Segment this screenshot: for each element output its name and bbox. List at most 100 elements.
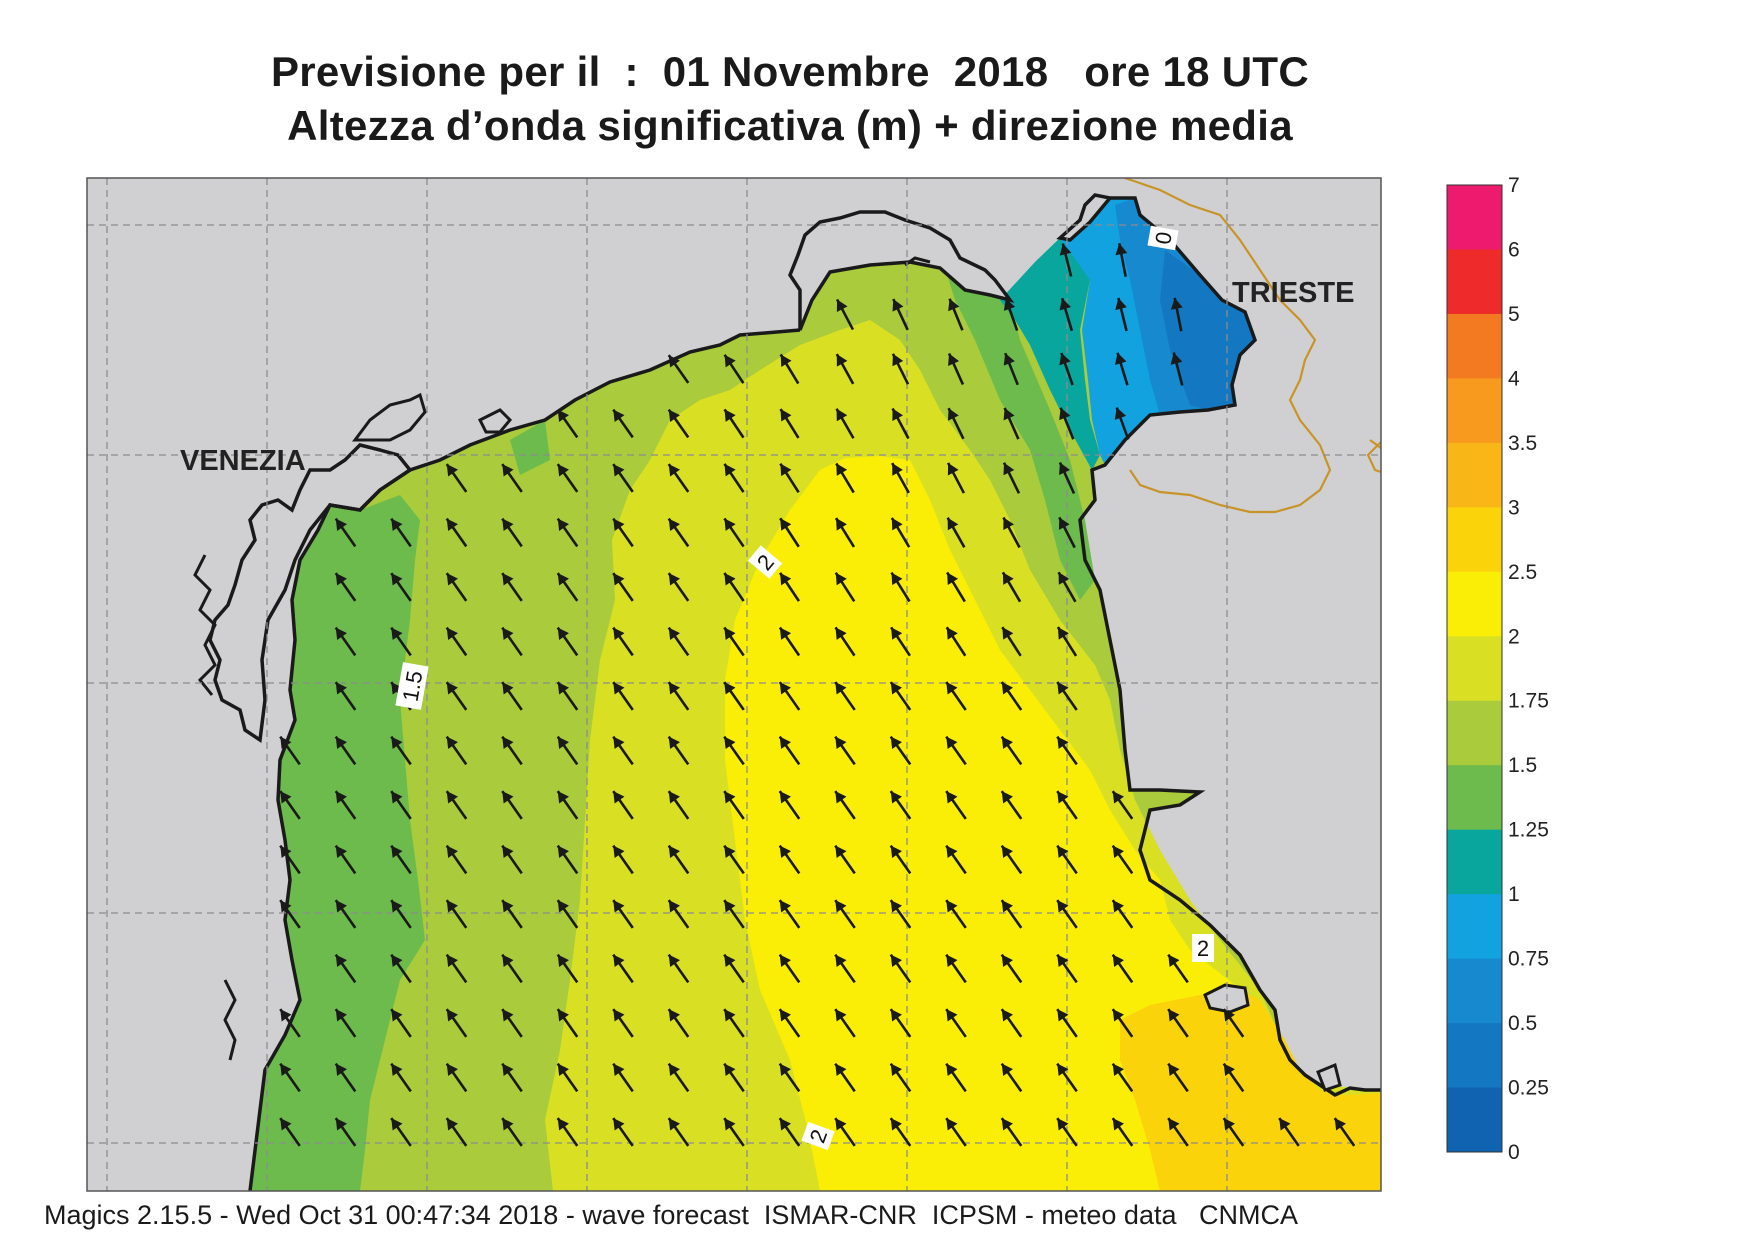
wave-arrow xyxy=(390,572,412,602)
wave-arrow xyxy=(889,899,912,929)
wave-arrow xyxy=(723,572,745,602)
wave-arrow xyxy=(945,790,967,820)
wave-arrow xyxy=(945,681,967,711)
wave-arrow xyxy=(1111,844,1134,875)
wave-arrow xyxy=(556,1008,579,1038)
wave-arrow xyxy=(1111,899,1134,929)
wave-arrow xyxy=(445,1117,468,1147)
wave-direction-arrows xyxy=(279,243,1356,1147)
wave-arrow xyxy=(279,844,301,875)
wave-arrow xyxy=(945,899,967,929)
wave-arrow xyxy=(501,790,523,820)
wave-arrow xyxy=(1000,1062,1023,1093)
wave-arrow xyxy=(1056,1008,1078,1038)
wave-arrow xyxy=(612,463,634,493)
wave-arrow xyxy=(779,353,800,385)
wave-arrow xyxy=(556,953,579,984)
venice-lagoon xyxy=(208,443,413,744)
wave-arrow xyxy=(834,1008,856,1038)
legend-swatch xyxy=(1447,958,1502,1024)
wave-arrow xyxy=(778,1117,801,1147)
wave-arrow xyxy=(778,572,801,602)
wave-arrow xyxy=(1056,844,1078,875)
wave-arrow xyxy=(1059,243,1073,277)
wave-arrow xyxy=(834,572,856,602)
wave-arrow xyxy=(1115,297,1128,332)
legend-swatch xyxy=(1447,894,1502,960)
wave-arrow xyxy=(889,681,912,711)
wave-arrow xyxy=(612,626,634,657)
wave-arrow xyxy=(1000,1117,1023,1147)
wave-arrow xyxy=(667,844,690,875)
wave-arrow xyxy=(390,790,412,820)
color-legend: 7 6 5 4 3.5 3 2.5 2 1.75 1.5 1.25 1 0.75 0.5 0.25 0 xyxy=(1446,174,1549,1164)
wave-arrow xyxy=(723,354,745,384)
wave-arrow xyxy=(723,681,745,711)
wave-arrow xyxy=(1056,626,1078,657)
wave-arrow xyxy=(723,1008,745,1038)
legend-tick-label: 0.5 xyxy=(1508,1012,1537,1035)
wave-arrow xyxy=(390,1062,412,1093)
legend-swatch xyxy=(1447,700,1502,766)
wave-arrow xyxy=(279,735,301,766)
wave-arrow xyxy=(667,790,690,820)
wave-arrow xyxy=(667,1062,690,1093)
wave-arrow xyxy=(445,953,468,984)
legend-tick-label: 7 xyxy=(1508,174,1520,197)
wave-arrow xyxy=(889,790,912,820)
wave-arrow xyxy=(556,899,579,929)
wave-arrow xyxy=(778,899,801,929)
wave-arrow xyxy=(445,681,468,711)
legend-tick-label: 1.75 xyxy=(1508,690,1549,713)
wave-arrow xyxy=(501,681,523,711)
wave-arrow xyxy=(834,517,856,548)
wave-arrow xyxy=(667,1117,690,1147)
wave-arrow xyxy=(390,953,412,984)
wave-arrow xyxy=(723,735,745,766)
wave-arrow xyxy=(723,899,745,929)
contour-label: 1.5 xyxy=(398,669,428,703)
wave-arrow xyxy=(1056,1117,1078,1147)
wave-arrow xyxy=(1167,1062,1189,1093)
wave-arrow xyxy=(834,626,856,657)
footer-credits: Magics 2.15.5 - Wed Oct 31 00:47:34 2018… xyxy=(44,1200,1298,1230)
wave-arrow xyxy=(667,408,690,439)
wave-arrow xyxy=(1001,571,1022,603)
wave-arrow xyxy=(1167,953,1189,984)
wave-arrow xyxy=(667,626,690,657)
wave-arrow xyxy=(947,352,965,386)
legend-swatch xyxy=(1447,507,1502,573)
wave-arrow xyxy=(834,899,856,929)
wave-arrow xyxy=(945,844,967,875)
wave-arrow xyxy=(501,1062,523,1093)
wave-arrow xyxy=(556,844,579,875)
legend-tick-label: 3 xyxy=(1508,496,1520,519)
wave-arrow xyxy=(445,1062,468,1093)
contour-label: 2 xyxy=(1197,936,1209,961)
wave-arrow xyxy=(501,626,523,657)
wave-arrow xyxy=(334,953,357,984)
wave-arrow xyxy=(501,953,523,984)
wave-arrow xyxy=(556,681,579,711)
wave-arrow xyxy=(1000,953,1023,984)
istria-coastline xyxy=(1078,196,1381,1098)
legend-tick-label: 1.5 xyxy=(1508,754,1537,777)
wave-arrow xyxy=(1222,1062,1245,1093)
map-title: Previsione per il : 01 Novembre 2018 ore… xyxy=(270,48,1310,95)
wave-arrow xyxy=(891,353,910,385)
wave-arrow xyxy=(334,572,357,602)
legend-tick-label: 3.5 xyxy=(1508,432,1537,455)
wave-arrow xyxy=(667,681,690,711)
wave-arrow xyxy=(501,844,523,875)
wave-arrow xyxy=(556,790,579,820)
wave-arrow xyxy=(723,953,745,984)
wave-arrow xyxy=(556,572,579,602)
wave-arrow xyxy=(279,790,301,820)
wave-arrow xyxy=(445,572,468,602)
legend-tick-label: 2 xyxy=(1508,625,1520,648)
wave-arrow xyxy=(667,517,690,548)
wave-arrow xyxy=(889,844,912,875)
wave-arrow xyxy=(778,1008,801,1038)
wave-arrow xyxy=(612,953,634,984)
wave-arrow xyxy=(1056,790,1078,820)
